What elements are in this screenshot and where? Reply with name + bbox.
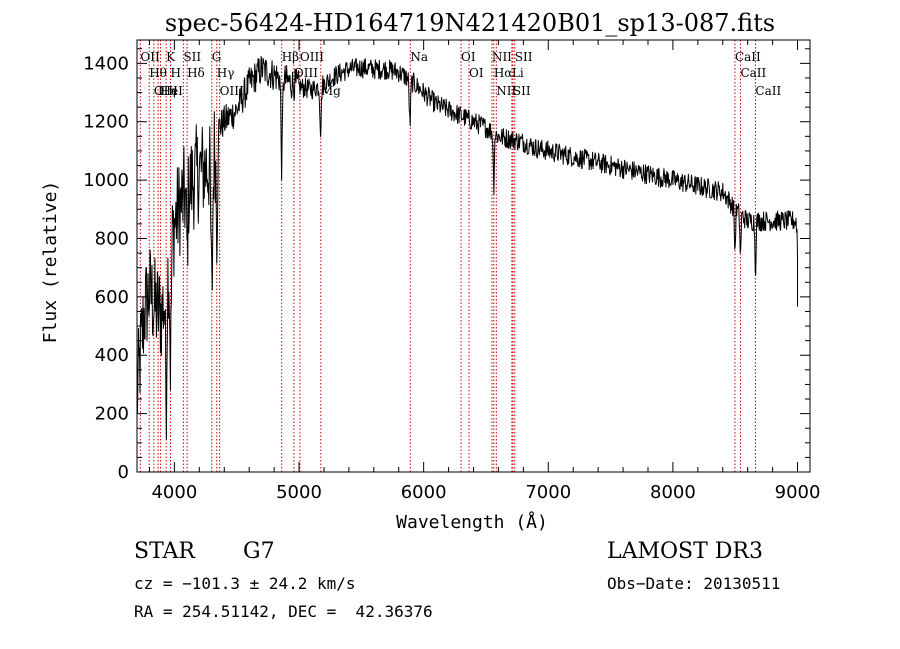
spectral-line-label: NII	[496, 84, 516, 98]
spectral-line-label: OI	[469, 66, 484, 80]
observation-date: Obs−Date: 20130511	[607, 574, 781, 593]
spectral-line-label: Hθ	[149, 66, 167, 80]
survey-name: LAMOST DR3	[607, 539, 763, 564]
spectral-line-label: H	[171, 66, 181, 80]
spectral-line-label: Hα	[494, 66, 513, 80]
spectral-line-label: SII	[515, 50, 533, 64]
spectral-line-label: Na	[410, 50, 428, 64]
y-tick-label: 1400	[83, 53, 129, 74]
spectrum-chart: OIIHθOIIIHηHeIKHSIIHδGHγOIIIHβOIIIOIIIMg…	[40, 9, 820, 533]
spectral-line-label: NII	[492, 50, 512, 64]
spectral-line-label: OIII	[300, 50, 324, 64]
redshift-readout: cz = −101.3 ± 24.2 km/s	[134, 574, 356, 593]
plot-frame	[136, 39, 811, 473]
y-tick-label: 1000	[83, 170, 129, 191]
spectral-line-label: G	[212, 50, 222, 64]
spectral-line-label: Mg	[321, 84, 341, 98]
y-tick-label: 800	[95, 228, 129, 249]
spectral-line-label: OIII	[154, 84, 178, 98]
spectral-line-label: OIII	[294, 66, 318, 80]
y-tick-label: 0	[118, 462, 129, 483]
y-axis-label: Flux (relative)	[40, 181, 61, 344]
y-tick-label: 1200	[83, 112, 129, 133]
axis-ticks: 4000 5000 6000 7000 8000 9000 0 200 400 600 800 100…	[83, 40, 820, 503]
spectral-line-label: Hβ	[282, 50, 299, 64]
spectral-line-label: CaII	[735, 50, 761, 64]
coordinates-readout: RA = 254.51142, DEC = 42.36376	[134, 602, 433, 621]
spectral-line-label: HeI	[161, 84, 184, 98]
x-axis-label: Wavelength (Å)	[396, 511, 548, 533]
x-tick-label: 4000	[151, 482, 197, 503]
spectral-line-label: Hη	[158, 84, 176, 98]
spectral-line-label: Li	[512, 66, 524, 80]
chart-title: spec-56424-HD164719N421420B01_sp13-087.f…	[165, 9, 775, 37]
spectral-line-label: Hγ	[217, 66, 235, 80]
spectrum-flux-line	[136, 55, 798, 440]
spectral-line-label: CaII	[755, 84, 781, 98]
x-tick-label: 9000	[775, 482, 821, 503]
spectral-line-labels: OIIHθOIIIHηHeIKHSIIHδGHγOIIIHβOIIIOIIIMg…	[140, 50, 781, 98]
spectral-line-label: OIII	[220, 84, 244, 98]
x-tick-label: 5000	[276, 482, 322, 503]
spectral-line-label: OII	[140, 50, 160, 64]
x-tick-label: 8000	[650, 482, 696, 503]
x-tick-label: 6000	[401, 482, 447, 503]
spectral-line-label: Hδ	[187, 66, 205, 80]
x-tick-label: 7000	[525, 482, 571, 503]
spectral-subclass: G7	[243, 539, 275, 564]
spectral-line-label: OI	[461, 50, 476, 64]
y-tick-label: 400	[95, 345, 129, 366]
spectral-line-label: K	[166, 50, 176, 64]
y-tick-label: 600	[95, 287, 129, 308]
spectral-line-label: SII	[513, 84, 531, 98]
spectral-line-label: SII	[183, 50, 201, 64]
object-class: STAR	[134, 539, 195, 564]
y-tick-label: 200	[95, 404, 129, 425]
spectral-line-label: CaII	[740, 66, 766, 80]
